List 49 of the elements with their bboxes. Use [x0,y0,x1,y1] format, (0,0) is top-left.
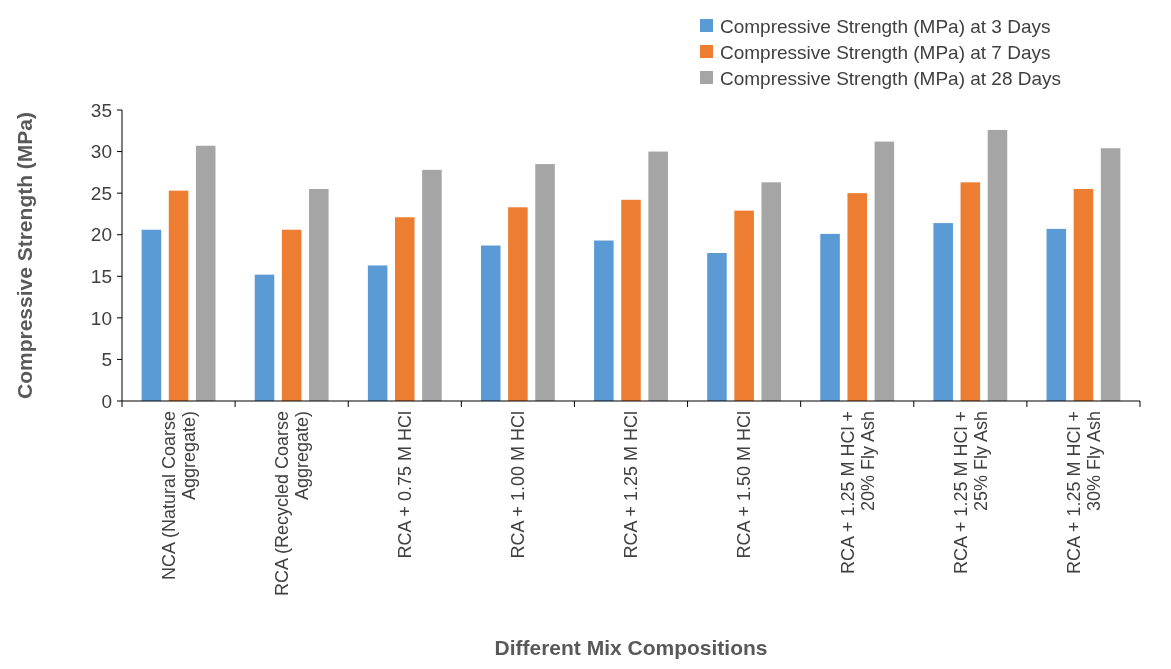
y-tick-label: 30 [90,141,112,163]
bar [761,182,782,401]
y-tick-label: 35 [90,99,112,121]
bar [535,164,555,401]
x-tick-label: RCA + 1.25 M HCl + 25% Fly Ash [950,411,991,575]
y-tick-label: 20 [90,224,112,246]
bar [195,145,216,401]
legend-label: Compressive Strength (MPa) at 28 Days [720,67,1062,89]
x-tick-label: RCA + 1.50 M HCl [734,411,755,559]
bar [281,229,302,401]
bar [309,188,329,401]
x-tick-label: RCA (Recycled Coarse Aggregate) [271,411,312,597]
y-tick-label: 5 [101,349,112,371]
bar [734,210,754,401]
bar [422,169,442,401]
bar [987,129,1008,401]
bar [933,223,953,401]
y-tick-label: 0 [101,390,112,412]
bar [594,240,614,401]
bar [367,265,388,401]
bar [141,229,162,401]
x-tick-label: RCA + 1.00 M HCl [508,411,529,559]
x-tick-label: RCA + 1.25 M HCl + 30% Fly Ash [1063,411,1104,575]
y-tick-label: 10 [90,307,112,329]
bar [960,182,981,401]
bar [1073,188,1094,401]
bar [621,199,641,401]
y-axis-title: Compressive Strength (MPa) [13,111,36,400]
bar [168,190,189,401]
y-tick-label: 25 [90,182,112,204]
legend-label: Compressive Strength (MPa) at 3 Days [720,15,1051,37]
bar [1100,148,1121,401]
x-tick-label: NCA (Natural Coarse Aggregate) [158,411,199,581]
bar [820,233,840,401]
bar [254,274,275,401]
x-tick-label: RCA + 1.25 M HCl + 20% Fly Ash [837,411,878,575]
bar [395,217,415,401]
bar [707,253,727,401]
bar [508,207,528,401]
bar [847,193,867,401]
x-axis-title: Different Mix Compositions [494,636,768,659]
bar [874,141,895,401]
bar [480,245,501,401]
x-tick-label: RCA + 1.25 M HCl [621,411,642,559]
bar [648,151,668,401]
bar [1046,228,1067,401]
x-tick-label: RCA + 0.75 M HCl [395,411,416,559]
legend-label: Compressive Strength (MPa) at 7 Days [720,41,1051,63]
y-tick-label: 15 [90,265,112,287]
